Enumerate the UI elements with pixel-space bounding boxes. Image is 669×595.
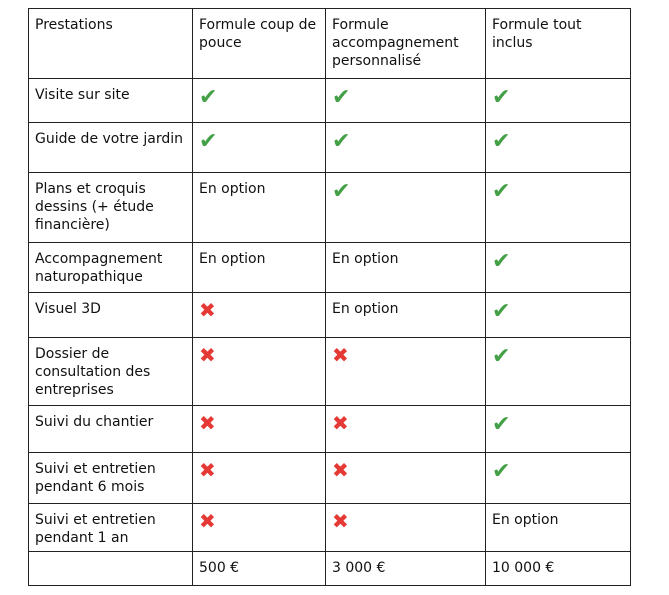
option-cell: En option (192, 242, 326, 293)
check-cell: ✔ (485, 242, 631, 293)
label-cell: Suivi du chantier (28, 405, 193, 453)
cross-cell: ✖ (192, 503, 326, 552)
check-cell: ✔ (485, 337, 631, 406)
row: Accompagnement naturopathique En option … (28, 242, 631, 293)
label-cell: Visite sur site (28, 78, 193, 123)
header-row: Prestations Formule coup de pouce Formul… (28, 8, 631, 79)
check-cell: ✔ (485, 292, 631, 338)
check-cell: ✔ (485, 78, 631, 123)
row: Visite sur site ✔ ✔ ✔ (28, 78, 631, 123)
option-cell: En option (192, 172, 326, 243)
check-cell: ✔ (325, 78, 486, 123)
price-cell: 10 000 € (485, 551, 631, 586)
row: Visuel 3D ✖ En option ✔ (28, 292, 631, 338)
option-cell: En option (325, 292, 486, 338)
row: Guide de votre jardin ✔ ✔ ✔ (28, 122, 631, 173)
cross-cell: ✖ (192, 452, 326, 504)
cross-cell: ✖ (325, 503, 486, 552)
check-cell: ✔ (192, 78, 326, 123)
header-cell: Formule accompagnement personnalisé (325, 8, 486, 79)
header-cell: Prestations (28, 8, 193, 79)
cross-cell: ✖ (325, 337, 486, 406)
option-cell: En option (485, 503, 631, 552)
check-cell: ✔ (325, 172, 486, 243)
check-cell: ✔ (485, 122, 631, 173)
cross-cell: ✖ (192, 405, 326, 453)
price-row: 500 € 3 000 € 10 000 € (28, 551, 631, 586)
price-cell: 3 000 € (325, 551, 486, 586)
label-cell: Visuel 3D (28, 292, 193, 338)
pricing-table: Prestations Formule coup de pouce Formul… (28, 8, 631, 586)
check-cell: ✔ (325, 122, 486, 173)
check-cell: ✔ (485, 172, 631, 243)
cross-cell: ✖ (192, 292, 326, 338)
label-cell: Suivi et entretien pendant 1 an (28, 503, 193, 552)
cross-cell: ✖ (325, 452, 486, 504)
header-cell: Formule coup de pouce (192, 8, 326, 79)
empty-cell (28, 551, 193, 586)
label-cell: Plans et croquis dessins (+ étude financ… (28, 172, 193, 243)
row: Dossier de consultation des entreprises … (28, 337, 631, 406)
row: Plans et croquis dessins (+ étude financ… (28, 172, 631, 243)
label-cell: Guide de votre jardin (28, 122, 193, 173)
row: Suivi du chantier ✖ ✖ ✔ (28, 405, 631, 453)
label-cell: Suivi et entretien pendant 6 mois (28, 452, 193, 504)
check-cell: ✔ (192, 122, 326, 173)
cross-cell: ✖ (192, 337, 326, 406)
label-cell: Accompagnement naturopathique (28, 242, 193, 293)
row: Suivi et entretien pendant 1 an ✖ ✖ En o… (28, 503, 631, 552)
cross-cell: ✖ (325, 405, 486, 453)
price-cell: 500 € (192, 551, 326, 586)
check-cell: ✔ (485, 405, 631, 453)
label-cell: Dossier de consultation des entreprises (28, 337, 193, 406)
header-cell: Formule tout inclus (485, 8, 631, 79)
option-cell: En option (325, 242, 486, 293)
check-cell: ✔ (485, 452, 631, 504)
row: Suivi et entretien pendant 6 mois ✖ ✖ ✔ (28, 452, 631, 504)
